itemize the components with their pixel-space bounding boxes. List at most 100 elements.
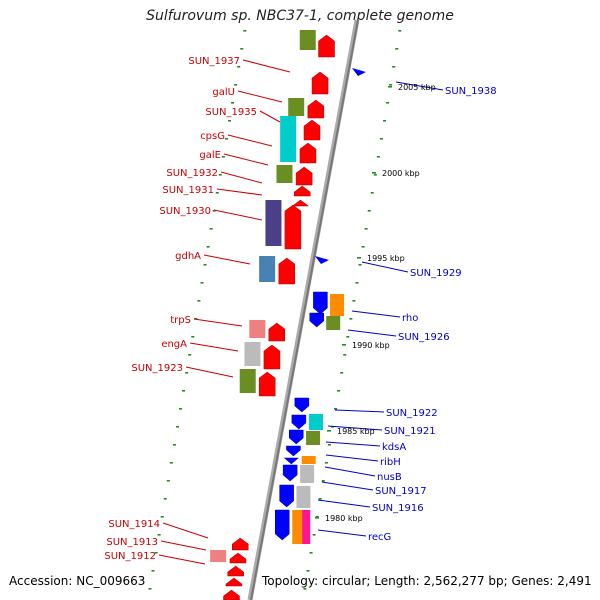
- gene-label-gdha: gdhA: [175, 251, 201, 262]
- label-line: [361, 261, 409, 273]
- kbp-label: 2000 kbp: [382, 169, 420, 178]
- tick-left: [154, 552, 158, 554]
- kbp-tick: [357, 257, 361, 259]
- cog-block: [249, 320, 266, 338]
- gene-label-sun_1916: SUN_1916: [372, 503, 424, 514]
- tick-right: [386, 102, 390, 104]
- tick-left: [243, 30, 247, 32]
- reverse-gene-arrow: [313, 291, 328, 315]
- tick-right: [303, 588, 307, 590]
- cog-block: [326, 316, 341, 330]
- tick-right: [379, 138, 383, 140]
- tick-right: [324, 462, 328, 464]
- tick-right: [355, 282, 359, 284]
- forward-gene-arrow: [223, 589, 240, 600]
- label-line: [351, 310, 401, 318]
- label-line: [334, 409, 385, 413]
- tick-right: [337, 390, 341, 392]
- reverse-gene-arrow: [289, 429, 304, 445]
- cog-block: [244, 342, 261, 366]
- gene-label-trps: trpS: [170, 315, 191, 326]
- tick-left: [231, 102, 235, 104]
- gene-label-sun_1930: SUN_1930: [159, 206, 211, 217]
- gene-label-sun_1922: SUN_1922: [386, 408, 438, 419]
- tick-left: [212, 210, 216, 212]
- label-line: [317, 499, 371, 508]
- gene-label-gale: galE: [199, 150, 221, 161]
- gene-label-sun_1923: SUN_1923: [131, 363, 183, 374]
- gene-label-sun_1921: SUN_1921: [384, 426, 436, 437]
- gene-label-sun_1914: SUN_1914: [108, 519, 160, 530]
- reverse-gene-arrow: [279, 484, 294, 508]
- label-line: [259, 110, 281, 123]
- tick-right: [349, 318, 353, 320]
- forward-gene-arrow: [284, 204, 302, 250]
- gene-label-sun_1913: SUN_1913: [106, 537, 158, 548]
- forward-gene-arrow: [229, 552, 247, 564]
- cog-block: [299, 30, 316, 50]
- label-line: [227, 134, 273, 147]
- forward-gene-arrow: [268, 322, 286, 342]
- gene-label-rho: rho: [402, 313, 418, 324]
- tick-left: [163, 498, 167, 500]
- forward-gene-arrow: [258, 371, 276, 397]
- tick-left: [185, 372, 189, 374]
- gene-label-sun_1938: SUN_1938: [445, 86, 497, 97]
- tick-left: [148, 588, 152, 590]
- map-title: Sulfurovum sp. NBC37-1, complete genome: [146, 8, 454, 24]
- cog-block: [210, 550, 227, 562]
- label-line: [160, 540, 207, 551]
- label-line: [220, 171, 263, 184]
- tick-left: [191, 336, 195, 338]
- topology-summary: Topology: circular; Length: 2,562,277 bp…: [262, 574, 592, 588]
- tick-left: [218, 174, 222, 176]
- tick-right: [364, 228, 368, 230]
- reverse-gene-wedge: [315, 256, 329, 264]
- label-lines: [158, 59, 444, 565]
- kbp-tick: [315, 517, 319, 519]
- tick-right: [398, 30, 402, 32]
- cog-block: [301, 456, 316, 464]
- cog-block: [309, 414, 324, 430]
- tick-right: [389, 84, 393, 86]
- reverse-gene-arrow: [309, 312, 324, 328]
- kbp-tick: [388, 86, 392, 88]
- gene-label-sun_1931: SUN_1931: [162, 185, 214, 196]
- kbp-tick: [372, 172, 376, 174]
- gene-label-cpsg: cpsG: [200, 131, 225, 142]
- tick-left: [172, 444, 176, 446]
- tick-right: [312, 534, 316, 536]
- forward-gene-arrow: [293, 185, 311, 197]
- label-line: [321, 481, 374, 491]
- accession-text: Accession: NC_009663: [9, 574, 146, 588]
- tick-left: [182, 390, 186, 392]
- tick-left: [240, 48, 244, 50]
- tick-left: [228, 120, 231, 122]
- kbp-label: 2005 kbp: [398, 83, 436, 92]
- tick-right: [309, 552, 313, 554]
- tick-right: [370, 192, 374, 194]
- kbp-label: 1985 kbp: [337, 427, 375, 436]
- reverse-gene-arrow: [282, 464, 298, 482]
- tick-right: [321, 480, 325, 482]
- tick-right: [334, 408, 338, 410]
- label-line: [223, 153, 269, 166]
- tick-right: [346, 336, 350, 338]
- forward-gene-arrow: [225, 577, 243, 587]
- cog-block: [306, 431, 321, 445]
- tick-right: [373, 174, 377, 176]
- cog-block: [330, 294, 345, 316]
- gene-label-kdsa: kdsA: [382, 442, 406, 453]
- tick-left: [200, 282, 204, 284]
- tick-left: [169, 462, 173, 464]
- backbone-line-shadow: [250, 19, 359, 600]
- cog-block: [280, 116, 297, 162]
- tick-left: [188, 354, 192, 356]
- cog-block: [296, 486, 311, 508]
- label-line: [317, 529, 367, 537]
- cog-block: [288, 98, 305, 116]
- gene-label-galu: galU: [212, 87, 235, 98]
- kbp-labels: 2005 kbp 2000 kbp 1995 kbp 1990 kbp 1985 kbp…: [315, 83, 436, 523]
- tick-right: [327, 444, 331, 446]
